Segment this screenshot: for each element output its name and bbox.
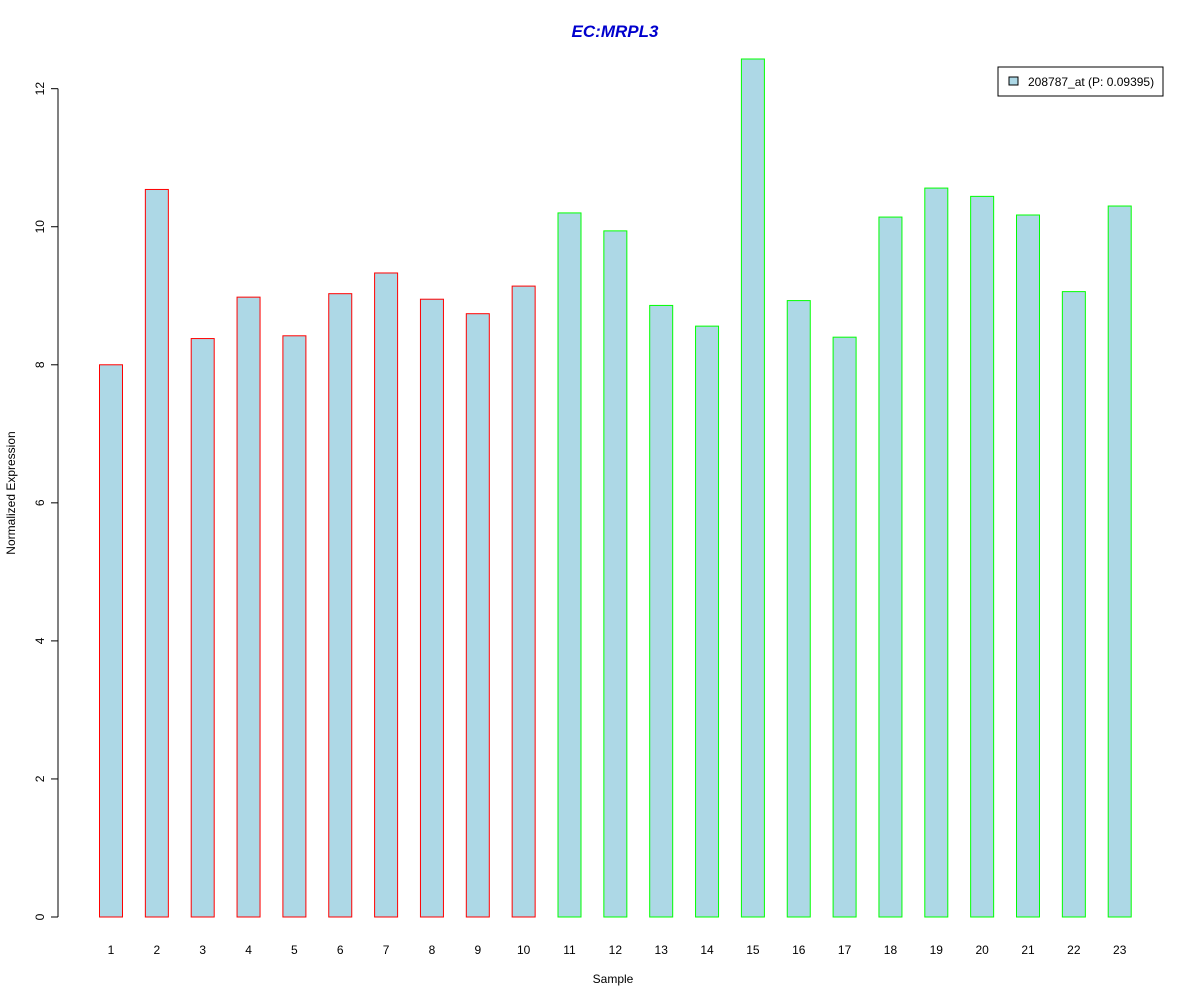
y-tick-label: 8	[33, 361, 47, 368]
bar-sample-11	[557, 212, 582, 918]
bar-sample-1	[99, 364, 123, 918]
bar-sample-8	[419, 298, 444, 918]
y-tick-label: 0	[33, 913, 47, 920]
bars-group	[99, 58, 1132, 918]
x-tick-label: 1	[108, 943, 115, 957]
bar-sample-9	[465, 313, 490, 918]
bar-sample-15	[740, 58, 765, 918]
x-tick-label: 11	[563, 943, 576, 957]
legend-swatch	[1008, 76, 1019, 86]
bar-sample-6	[328, 293, 353, 918]
bar-sample-19	[924, 187, 949, 918]
bar-sample-5	[282, 335, 307, 918]
x-tick-label: 20	[975, 943, 989, 957]
x-tick-label: 6	[337, 943, 344, 957]
bar-sample-21	[1016, 214, 1040, 918]
bar-sample-18	[878, 216, 903, 918]
bar-sample-3	[190, 338, 215, 918]
bar-sample-22	[1061, 291, 1086, 918]
x-tick-label: 22	[1067, 943, 1081, 957]
x-axis-label: Sample	[593, 972, 634, 986]
y-tick-label: 12	[33, 82, 47, 96]
bar-sample-14	[695, 325, 720, 918]
chart-title: EC:MRPL3	[572, 22, 659, 41]
bar-sample-20	[970, 195, 995, 918]
bar-sample-10	[511, 285, 536, 918]
bar-sample-4	[236, 296, 261, 918]
x-tick-label: 12	[609, 943, 623, 957]
y-axis: 0 2 4 6 8 10 12	[33, 82, 59, 920]
bar-sample-17	[832, 336, 857, 918]
bar-sample-23	[1107, 205, 1132, 918]
y-axis-label: Normalized Expression	[4, 431, 18, 554]
x-tick-label: 14	[700, 943, 714, 957]
legend-box	[997, 66, 1164, 97]
x-tick-label: 10	[517, 943, 531, 957]
x-tick-label: 7	[383, 943, 390, 957]
y-tick-label: 2	[33, 775, 47, 782]
x-tick-label: 3	[199, 943, 206, 957]
x-tick-label: 19	[930, 943, 944, 957]
x-tick-label: 21	[1021, 943, 1035, 957]
x-tick-labels: 1 2 3 4 5 6 7 8 9 10 11 12 13 14 15 16 17 18 19 20 21 22 23	[108, 943, 1127, 957]
y-tick-label: 10	[33, 220, 47, 234]
legend-series-name: 208787_at (P: 0.09395)	[1028, 75, 1154, 89]
x-tick-label: 13	[655, 943, 669, 957]
bar-sample-16	[786, 300, 811, 918]
x-tick-label: 9	[474, 943, 481, 957]
x-tick-label: 8	[429, 943, 436, 957]
x-tick-label: 15	[746, 943, 760, 957]
x-tick-label: 4	[245, 943, 252, 957]
x-tick-label: 18	[884, 943, 898, 957]
legend: 208787_at (P: 0.09395)	[997, 66, 1164, 97]
bar-sample-12	[603, 230, 628, 918]
bar-sample-7	[374, 272, 399, 918]
x-tick-label: 23	[1113, 943, 1127, 957]
y-tick-label: 6	[33, 499, 47, 506]
x-tick-label: 17	[838, 943, 852, 957]
bar-sample-13	[649, 304, 674, 918]
y-tick-label: 4	[33, 637, 47, 644]
x-tick-label: 5	[291, 943, 298, 957]
x-tick-label: 16	[792, 943, 806, 957]
bar-sample-2	[144, 188, 169, 918]
x-tick-label: 2	[154, 943, 161, 957]
